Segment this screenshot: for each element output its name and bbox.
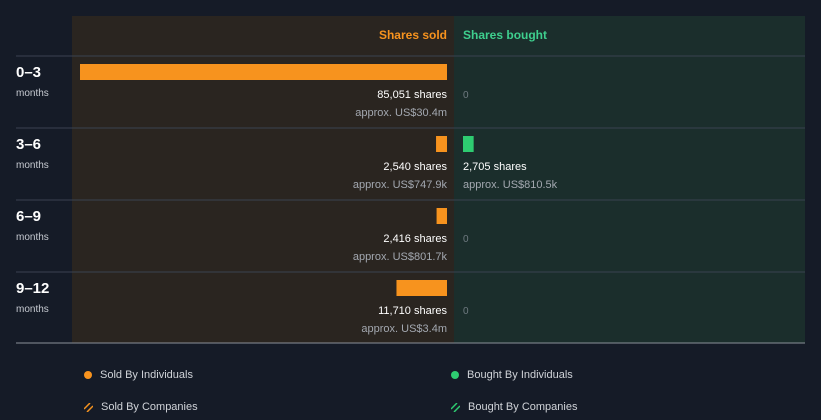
legend-bought-companies: Bought By Companies	[451, 401, 577, 413]
legend-bought-individuals-label: Bought By Individuals	[467, 369, 573, 381]
period-label: 3–6	[16, 136, 41, 153]
legend-sold-individuals: Sold By Individuals	[84, 369, 193, 381]
bought-header: Shares bought	[463, 28, 547, 42]
bought-value-label: approx. US$810.5k	[463, 179, 558, 191]
period-unit-label: months	[16, 232, 49, 243]
chart-rows: 0–3 months 85,051 shares approx. US$30.4m 0 3…	[16, 55, 805, 335]
bought-panel	[454, 16, 805, 343]
period-unit-label: months	[16, 304, 49, 315]
bought-bar	[463, 136, 474, 152]
sold-shares-label: 11,710 shares	[378, 305, 447, 317]
sold-header: Shares sold	[379, 28, 447, 42]
sold-individuals-swatch-icon	[84, 371, 92, 379]
sold-companies-hatch-icon	[84, 402, 93, 412]
period-unit-label: months	[16, 160, 49, 171]
legend: Sold By Individuals Bought By Individual…	[0, 350, 821, 420]
sold-bar	[396, 280, 447, 296]
sold-bar	[436, 136, 447, 152]
sold-shares-label: 2,540 shares	[383, 161, 447, 173]
legend-bought-companies-label: Bought By Companies	[468, 401, 578, 413]
period-unit-label: months	[16, 88, 49, 99]
sold-value-label: approx. US$747.9k	[353, 179, 448, 191]
sold-bar	[80, 64, 447, 80]
period-label: 9–12	[16, 280, 49, 297]
period-label: 0–3	[16, 64, 41, 81]
bought-shares-label: 2,705 shares	[463, 161, 527, 173]
legend-sold-companies: Sold By Companies	[84, 401, 198, 413]
bought-zero-label: 0	[463, 234, 469, 245]
sold-shares-label: 2,416 shares	[383, 233, 447, 245]
sold-value-label: approx. US$30.4m	[355, 107, 447, 119]
legend-sold-individuals-label: Sold By Individuals	[100, 369, 193, 381]
bought-companies-hatch-icon	[451, 402, 460, 412]
period-label: 6–9	[16, 208, 41, 225]
sold-bar	[436, 208, 447, 224]
sold-value-label: approx. US$801.7k	[353, 251, 448, 263]
sold-value-label: approx. US$3.4m	[361, 323, 447, 335]
sold-shares-label: 85,051 shares	[377, 89, 447, 101]
bought-zero-label: 0	[463, 306, 469, 317]
insider-trading-chart: Shares sold Shares bought 0–3 months 85,05…	[16, 16, 805, 344]
bought-zero-label: 0	[463, 90, 469, 101]
legend-sold-companies-label: Sold By Companies	[101, 401, 198, 413]
bought-individuals-swatch-icon	[451, 371, 459, 379]
legend-bought-individuals: Bought By Individuals	[451, 369, 573, 381]
